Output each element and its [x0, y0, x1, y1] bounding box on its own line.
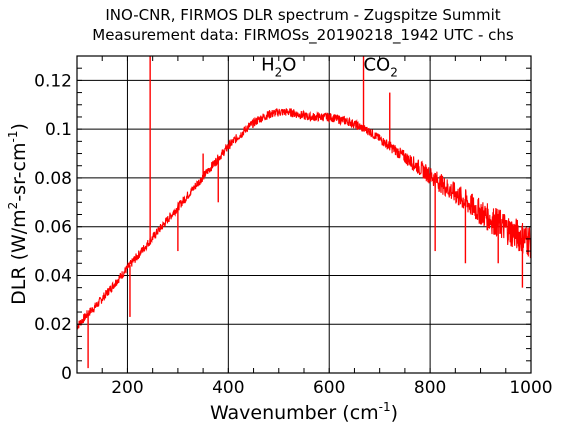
y-axis-label: DLR (W/m2-sr-cm-1) [6, 123, 30, 305]
x-tick-label: 400 [212, 378, 244, 398]
spectrum-line [76, 108, 532, 330]
series-group [76, 56, 532, 369]
y-tick-label: 0.08 [34, 169, 72, 189]
chart-subtitle: Measurement data: FIRMOSs_20190218_1942 … [92, 26, 514, 45]
x-axis-label: Wavenumber (cm-1) [210, 400, 398, 424]
y-tick-label: 0.02 [34, 315, 72, 335]
x-tick-label: 200 [111, 378, 143, 398]
band-annotation: H2O [261, 55, 296, 80]
plot-frame [76, 55, 532, 374]
plot-border [76, 55, 532, 374]
band-annotation: CO2 [363, 55, 397, 80]
x-tick-label: 600 [313, 378, 345, 398]
chart-title: INO-CNR, FIRMOS DLR spectrum - Zugspitze… [105, 6, 500, 24]
x-tick-label: 1000 [509, 378, 552, 398]
y-tick-label: 0.12 [34, 71, 72, 91]
y-tick-label: 0 [61, 364, 72, 384]
y-tick-label: 0.1 [45, 120, 72, 140]
tick-group: 200 400 600 800 1000 0 0.02 0.04 0.06 0.08 0.1 0.12 [34, 55, 553, 398]
grid-lines [77, 56, 531, 373]
x-tick-label: 800 [414, 378, 446, 398]
y-tick-label: 0.04 [34, 266, 72, 286]
annotation-group: H2O CO2 [261, 55, 398, 80]
y-tick-label: 0.06 [34, 218, 72, 238]
